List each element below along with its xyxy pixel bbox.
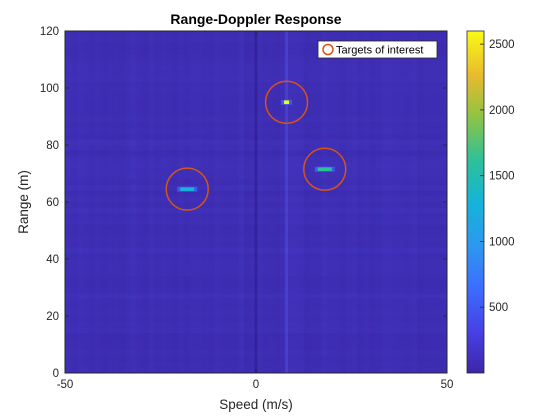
- texture-column: [76, 31, 83, 373]
- colorbar-gradient: [466, 30, 485, 374]
- x-tick-label: 50: [441, 379, 454, 391]
- texture-column: [202, 31, 209, 373]
- y-tick-label: 60: [46, 197, 59, 209]
- heatmap-texture: [65, 31, 447, 373]
- target-circles: [165, 80, 347, 211]
- x-axis-label: Speed (m/s): [219, 397, 293, 412]
- y-tick-label: 0: [53, 368, 59, 380]
- texture-column: [166, 31, 173, 373]
- texture-column: [285, 31, 292, 373]
- texture-column: [238, 31, 245, 373]
- colorbar-tick-label: 500: [489, 302, 508, 314]
- legend: Targets of interest: [317, 40, 438, 59]
- x-tick-label: 0: [253, 379, 259, 391]
- target-speed-streak: [285, 31, 289, 373]
- heatmap-plot-area: [65, 31, 447, 373]
- legend-entry-label: Targets of interest: [336, 45, 423, 57]
- texture-column: [88, 31, 95, 373]
- texture-column: [273, 31, 280, 373]
- y-axis-ticks: 0 20 40 60 80 100 120: [40, 26, 447, 380]
- colorbar-tick-label: 1500: [489, 171, 515, 183]
- colorbar-tick-label: 2000: [489, 105, 515, 117]
- texture-column: [184, 31, 191, 373]
- target-circle: [165, 167, 209, 211]
- texture-column: [303, 31, 310, 373]
- texture-column: [381, 31, 388, 373]
- texture-column: [369, 31, 376, 373]
- texture-column: [214, 31, 221, 373]
- y-tick-label: 120: [40, 26, 59, 38]
- texture-column: [417, 31, 424, 373]
- texture-column: [244, 31, 251, 373]
- texture-column: [142, 31, 149, 373]
- colorbar-tick-label: 2500: [489, 39, 515, 51]
- y-axis-label: Range (m): [16, 170, 31, 234]
- texture-column: [423, 31, 430, 373]
- texture-column: [339, 31, 346, 373]
- target-peak: [180, 187, 195, 191]
- legend-box: [317, 40, 438, 59]
- texture-column: [130, 31, 137, 373]
- texture-column: [261, 31, 268, 373]
- texture-column: [387, 31, 394, 373]
- texture-column: [357, 31, 364, 373]
- texture-column: [297, 31, 304, 373]
- texture-column: [321, 31, 328, 373]
- colorbar: 500 1000 1500 2000 2500: [466, 30, 515, 374]
- zero-speed-streak: [254, 31, 258, 373]
- y-tick-label: 40: [46, 254, 59, 266]
- texture-column: [291, 31, 298, 373]
- x-tick-label: -50: [57, 379, 74, 391]
- texture-column: [118, 31, 125, 373]
- x-axis-ticks: -50 0 50: [57, 31, 454, 391]
- texture-column: [351, 31, 358, 373]
- texture-column: [250, 31, 256, 373]
- texture-column: [148, 31, 155, 373]
- target-circle: [303, 147, 347, 191]
- y-tick-label: 20: [46, 311, 59, 323]
- target-peak: [317, 167, 332, 172]
- texture-column: [411, 31, 418, 373]
- chart-title: Range-Doppler Response: [170, 11, 341, 27]
- texture-column: [112, 31, 119, 373]
- texture-column: [100, 31, 107, 373]
- colorbar-ticks: 500 1000 1500 2000 2500: [480, 39, 515, 314]
- target-peak: [284, 100, 290, 105]
- y-tick-label: 80: [46, 140, 59, 152]
- texture-column: [226, 31, 233, 373]
- texture-column: [106, 31, 113, 373]
- texture-column: [154, 31, 161, 373]
- heatmap-targets: [177, 99, 335, 192]
- texture-column: [208, 31, 215, 373]
- texture-column: [172, 31, 179, 373]
- colorbar-tick-label: 1000: [489, 236, 515, 248]
- target-circle: [264, 80, 309, 124]
- y-tick-label: 100: [40, 83, 59, 95]
- legend-marker-circle: [322, 43, 334, 56]
- texture-column: [256, 31, 262, 373]
